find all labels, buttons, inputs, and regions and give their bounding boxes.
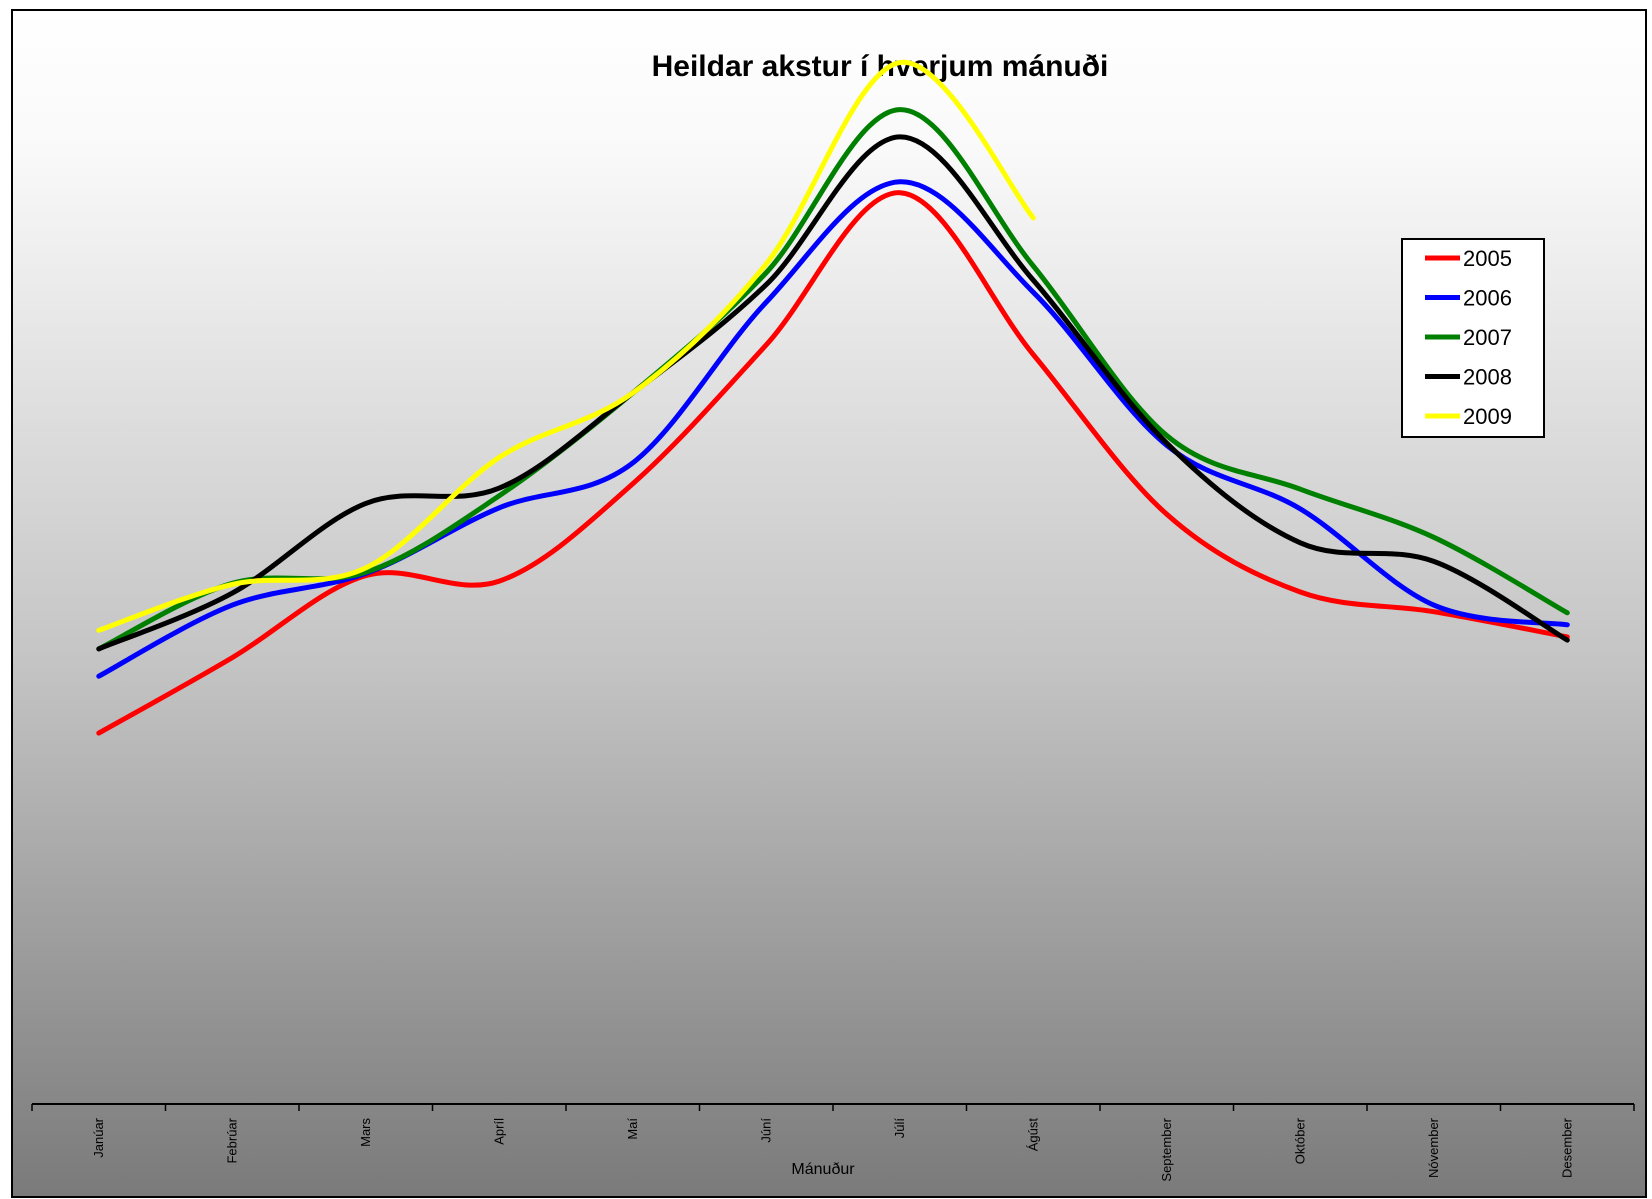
series-line-2007 — [96, 107, 1570, 652]
x-tick-label: Nóvember — [1426, 1117, 1441, 1178]
x-tick-label: Mars — [358, 1118, 373, 1147]
plot-area — [96, 59, 1570, 736]
x-tick-label: Maí — [625, 1118, 640, 1140]
x-tick-label: Október — [1292, 1117, 1307, 1164]
x-tick-label: September — [1159, 1117, 1174, 1181]
legend: 2005 2006 2007 2008 2009 — [1401, 238, 1545, 438]
x-axis: Janúar Febrúar Mars Apríl Maí Júní Júlí Ágúst Se… — [31, 1103, 1635, 1182]
legend-label: 2005 — [1463, 246, 1512, 271]
x-tick-label: Apríl — [491, 1118, 506, 1145]
x-tick-label: Júlí — [892, 1118, 907, 1139]
x-axis-label: Mánuður — [791, 1161, 855, 1178]
series-line-2008 — [96, 134, 1570, 652]
x-tick-label: Júní — [758, 1118, 773, 1143]
x-tick-label: Febrúar — [224, 1117, 239, 1163]
legend-label: 2009 — [1463, 404, 1512, 429]
legend-label: 2008 — [1463, 365, 1512, 390]
legend-label: 2007 — [1463, 325, 1512, 350]
legend-label: 2006 — [1463, 286, 1512, 311]
x-tick-label: Janúar — [91, 1117, 106, 1157]
x-tick-label: Ágúst — [1025, 1118, 1040, 1152]
chart-background — [11, 9, 1647, 1198]
x-tick-label: Desember — [1559, 1117, 1574, 1178]
series-line-2009 — [96, 59, 1036, 633]
chart-title: Heildar akstur í hverjum mánuði — [652, 50, 1109, 83]
